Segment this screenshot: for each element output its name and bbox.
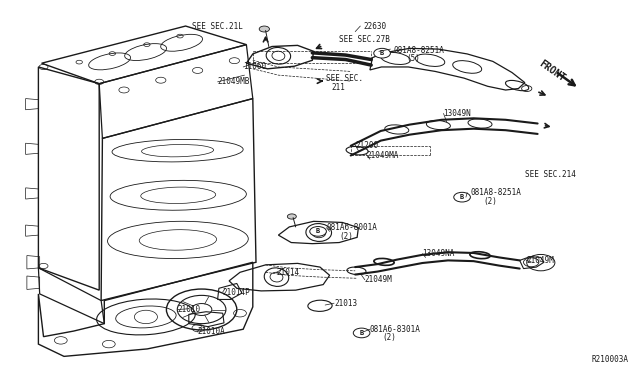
Text: (2): (2) — [339, 232, 353, 241]
Text: 21010A: 21010A — [197, 327, 225, 336]
Text: R210003A: R210003A — [591, 355, 628, 364]
Text: SEE SEC.214: SEE SEC.214 — [525, 170, 575, 179]
Circle shape — [353, 328, 370, 338]
Text: 21049MB: 21049MB — [218, 77, 250, 86]
Text: B: B — [360, 330, 364, 336]
Text: B: B — [460, 194, 464, 200]
Circle shape — [310, 227, 326, 236]
Text: (5): (5) — [406, 54, 420, 63]
Text: 21014: 21014 — [276, 268, 300, 277]
Circle shape — [454, 192, 470, 202]
Text: 21200: 21200 — [355, 141, 378, 150]
Text: 21013: 21013 — [334, 299, 357, 308]
Text: 21049MA: 21049MA — [366, 151, 399, 160]
Text: SEE SEC.: SEE SEC. — [326, 74, 364, 83]
Text: (2): (2) — [383, 333, 397, 342]
Text: 081A6-8001A: 081A6-8001A — [326, 223, 377, 232]
Text: (2): (2) — [483, 197, 497, 206]
Text: 081A8-8251A: 081A8-8251A — [394, 46, 444, 55]
Text: B: B — [316, 228, 320, 234]
Text: 13049NA: 13049NA — [422, 249, 455, 258]
Circle shape — [259, 26, 269, 32]
Text: 22630: 22630 — [364, 22, 387, 31]
Text: 211: 211 — [332, 83, 346, 92]
Text: B: B — [380, 50, 384, 56]
Text: SEE SEC.27B: SEE SEC.27B — [339, 35, 390, 44]
Text: 11060: 11060 — [243, 62, 266, 71]
Circle shape — [287, 214, 296, 219]
Text: 21014P: 21014P — [223, 288, 250, 296]
Circle shape — [374, 48, 390, 58]
Text: 21049M: 21049M — [526, 256, 554, 265]
Text: SEE SEC.21L: SEE SEC.21L — [192, 22, 243, 31]
Text: 21010: 21010 — [178, 305, 201, 314]
Text: 081A6-8301A: 081A6-8301A — [370, 325, 420, 334]
Text: 081A8-8251A: 081A8-8251A — [470, 188, 521, 197]
Text: 21049M: 21049M — [365, 275, 392, 284]
Text: 13049N: 13049N — [444, 109, 471, 118]
Text: FRONT: FRONT — [537, 59, 566, 84]
